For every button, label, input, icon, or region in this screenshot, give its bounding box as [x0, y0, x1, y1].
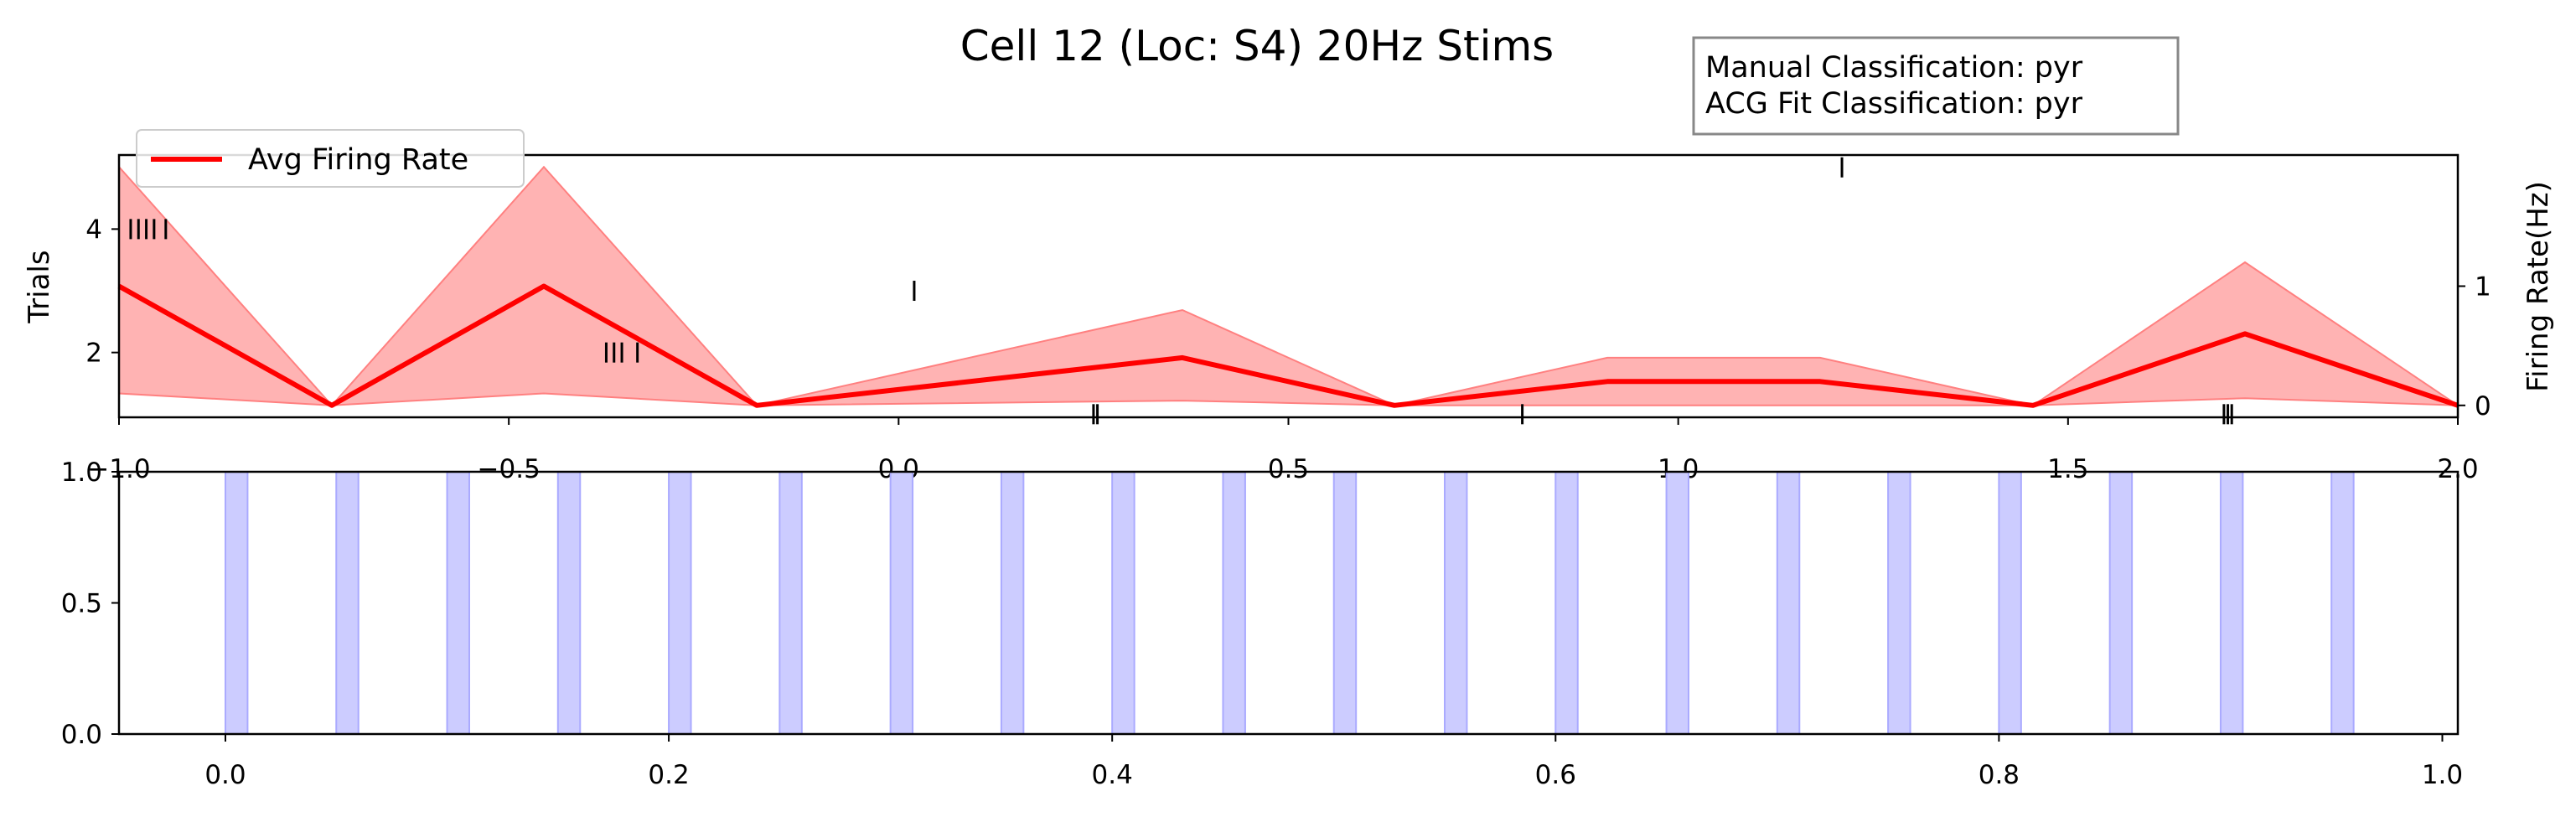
stim-window — [2330, 471, 2355, 735]
x-tick-label: −0.5 — [478, 454, 541, 484]
manual-classification-label: Manual Classification: pyr — [1705, 51, 2083, 85]
x-tick-label: 0.2 — [648, 760, 689, 790]
stim-window — [1111, 471, 1135, 735]
stim-window — [335, 471, 360, 735]
stim-window — [556, 471, 582, 735]
stim-window — [1998, 471, 2022, 735]
x-tick-label: 1.5 — [2047, 454, 2088, 484]
stim-window — [1332, 471, 1358, 735]
acg-classification-label: ACG Fit Classification: pyr — [1705, 87, 2083, 121]
x-tick-label: 0.8 — [1979, 760, 2020, 790]
x-tick-label: 0.6 — [1535, 760, 1576, 790]
stim-window — [1887, 471, 1911, 735]
stim-window — [1222, 471, 1246, 735]
y-tick-label: 2 — [85, 339, 102, 369]
x-tick-label: 1.0 — [2422, 760, 2463, 790]
stim-window — [1000, 471, 1025, 735]
legend: Avg Firing Rate — [136, 129, 525, 188]
y2-tick-label: 0 — [2475, 391, 2491, 421]
y-tick-label: 1.0 — [61, 458, 102, 488]
stim-window — [1554, 471, 1579, 735]
stim-window — [668, 471, 692, 735]
stim-window — [1444, 471, 1468, 735]
legend-label: Avg Firing Rate — [248, 143, 468, 177]
stim-window — [2219, 471, 2244, 735]
x-tick-label: 0.4 — [1092, 760, 1133, 790]
stim-axes: 0.0 0.2 0.4 0.6 0.8 1.0 0.0 0.5 1.0 — [61, 458, 2463, 790]
stim-window — [1665, 471, 1690, 735]
stim-window — [2108, 471, 2134, 735]
y2-axis-label: Firing Rate(Hz) — [2522, 181, 2555, 392]
classification-box: Manual Classification: pyr ACG Fit Class… — [1692, 36, 2180, 136]
chart-title: Cell 12 (Loc: S4) 20Hz Stims — [960, 22, 1554, 70]
y2-tick-label: 1 — [2475, 272, 2491, 302]
y-axis-label: Trials — [23, 250, 56, 323]
stim-window — [778, 471, 803, 735]
firing-rate-line — [117, 283, 2459, 408]
stim-window — [224, 471, 249, 735]
stim-window — [446, 471, 470, 735]
y-tick-label: 4 — [85, 215, 102, 245]
x-tick-label: 0.5 — [1268, 454, 1309, 484]
y-tick-label: 0.5 — [61, 589, 102, 619]
firing-rate-band — [118, 164, 2461, 407]
y-tick-label: 0.0 — [61, 720, 102, 750]
stim-window — [889, 471, 914, 735]
x-tick-label: 0.0 — [204, 760, 246, 790]
stim-window — [1776, 471, 1801, 735]
